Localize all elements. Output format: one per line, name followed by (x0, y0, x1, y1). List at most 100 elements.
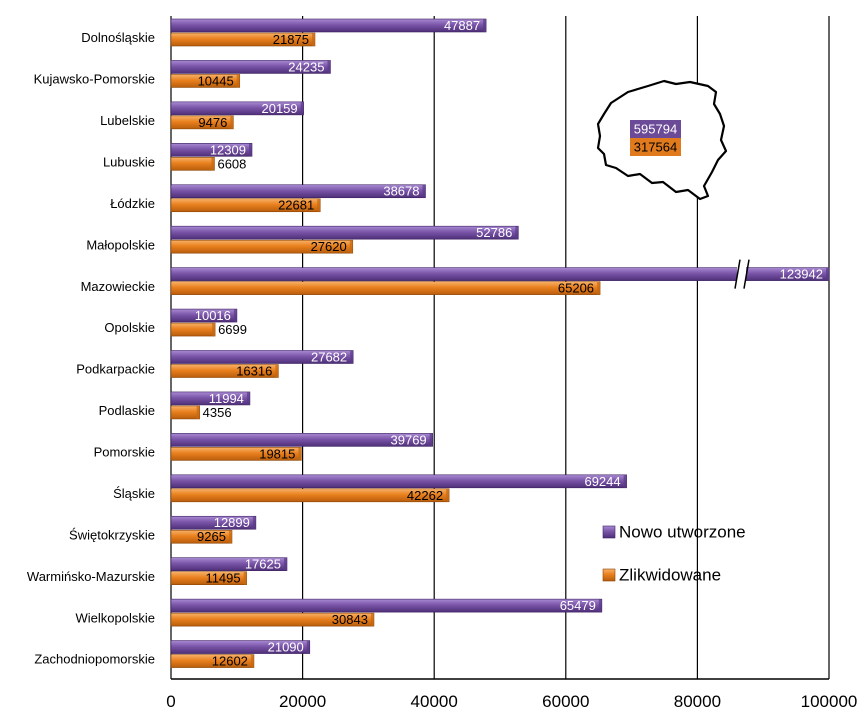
bar-cap (243, 571, 247, 585)
data-label-nowo-utworzone-lodzkie: 38678 (383, 184, 419, 199)
bar-cap (311, 33, 315, 46)
category-label-zachodniopomorskie: Zachodniopomorskie (34, 652, 155, 667)
bar-cap (196, 405, 200, 419)
map-total-zlikwidowane: 317564 (634, 139, 677, 154)
category-label-lubelskie: Lubelskie (100, 113, 155, 128)
x-tick-label: 0 (166, 692, 175, 711)
bar-cap (211, 157, 215, 171)
data-label-zlikwidowane-malopolskie: 27620 (311, 239, 347, 254)
category-label-mazowieckie: Mazowieckie (81, 279, 155, 294)
data-label-zlikwidowane-wielkopolskie: 30843 (332, 612, 368, 627)
bar-cap (248, 143, 252, 157)
bar-cap (370, 613, 374, 627)
bar-cap (429, 433, 433, 447)
legend-label-nowo-utworzone: Nowo utworzone (619, 522, 746, 541)
data-label-nowo-utworzone-lubelskie: 20159 (261, 101, 297, 116)
bar-cap (826, 267, 829, 281)
data-label-zlikwidowane-podkarpackie: 16316 (236, 363, 272, 378)
x-tick-label: 40000 (411, 692, 458, 711)
category-label-warminsko-mazurskie: Warmińsko-Mazurskie (27, 569, 155, 584)
bar-cap (230, 115, 234, 129)
category-label-malopolskie: Małopolskie (86, 237, 155, 252)
data-label-nowo-utworzone-pomorskie: 39769 (391, 432, 427, 447)
bar-cap (233, 309, 237, 323)
bar-cap (350, 350, 354, 364)
axis-break-mark (734, 259, 741, 289)
data-label-zlikwidowane-lubuskie: 6608 (217, 156, 246, 171)
data-label-nowo-utworzone-kujawsko-pomorskie: 24235 (288, 59, 324, 74)
bar-cap (597, 281, 601, 295)
data-label-nowo-utworzone-wielkopolskie: 65479 (560, 598, 596, 613)
bar-cap (306, 640, 310, 654)
data-label-nowo-utworzone-lubuskie: 12309 (210, 142, 246, 157)
data-label-zlikwidowane-warminsko-mazurskie: 11495 (205, 571, 240, 586)
data-label-zlikwidowane-lodzkie: 22681 (278, 198, 314, 213)
axis-break-mark (743, 259, 750, 289)
map-total-nowo-utworzone: 595794 (634, 121, 677, 136)
category-label-slaskie: Śląskie (113, 486, 155, 501)
bar-nowo-utworzone-mazowieckie (170, 267, 830, 281)
x-tick-label: 20000 (279, 692, 326, 711)
data-label-nowo-utworzone-podlaskie: 11994 (209, 391, 244, 406)
bar-zlikwidowane-mazowieckie (170, 281, 601, 295)
data-label-zlikwidowane-slaskie: 42262 (407, 488, 443, 503)
data-label-nowo-utworzone-mazowieckie: 123942 (780, 267, 823, 282)
x-tick-label: 80000 (674, 692, 721, 711)
data-label-zlikwidowane-kujawsko-pomorskie: 10445 (198, 73, 234, 88)
bar-zlikwidowane-opolskie (170, 322, 216, 337)
legend-swatch-zlikwidowane (602, 568, 616, 582)
bar-cap (623, 474, 627, 488)
bar-cap (250, 654, 254, 668)
category-label-opolskie: Opolskie (104, 320, 155, 335)
data-label-nowo-utworzone-dolnoslaskie: 47887 (444, 18, 480, 33)
bar-zlikwidowane-wielkopolskie (170, 612, 375, 627)
data-label-zlikwidowane-opolskie: 6699 (218, 322, 247, 337)
bar-cap (483, 19, 487, 32)
category-label-podkarpackie: Podkarpackie (76, 362, 155, 377)
data-label-nowo-utworzone-zachodniopomorskie: 21090 (268, 640, 304, 655)
bar-nowo-utworzone-wielkopolskie (170, 598, 603, 613)
category-label-wielkopolskie: Wielkopolskie (76, 610, 155, 625)
data-label-zlikwidowane-swietokrzyskie: 9265 (197, 529, 226, 544)
bar-cap (422, 184, 426, 198)
map-total-nowo-bg (630, 120, 681, 138)
data-label-zlikwidowane-mazowieckie: 65206 (558, 281, 594, 296)
bar-cap (246, 391, 250, 405)
legend-swatch-nowo-utworzone (602, 525, 616, 539)
bar-cap (236, 74, 240, 88)
axis-break-gap (737, 265, 746, 282)
bar-nowo-utworzone-zachodniopomorskie (170, 640, 311, 654)
legend-label-zlikwidowane: Zlikwidowane (619, 565, 721, 584)
data-label-nowo-utworzone-swietokrzyskie: 12899 (214, 515, 250, 530)
data-label-nowo-utworzone-opolskie: 10016 (195, 308, 231, 323)
data-label-zlikwidowane-lubelskie: 9476 (198, 115, 227, 130)
bar-cap (252, 516, 256, 530)
category-label-kujawsko-pomorskie: Kujawsko-Pomorskie (34, 72, 155, 87)
data-label-nowo-utworzone-podkarpackie: 27682 (311, 349, 347, 364)
bar-cap (327, 60, 331, 74)
bar-nowo-utworzone-dolnoslaskie (170, 18, 487, 33)
category-label-pomorskie: Pomorskie (94, 445, 155, 460)
category-label-podlaskie: Podlaskie (99, 403, 155, 418)
bar-cap (349, 240, 353, 254)
bar-cap (598, 599, 602, 613)
data-label-zlikwidowane-dolnoslaskie: 21875 (273, 32, 309, 47)
bar-cap (317, 198, 321, 212)
bar-nowo-utworzone-lubelskie (170, 101, 304, 116)
data-label-zlikwidowane-podlaskie: 4356 (203, 405, 232, 420)
map-total-zlikwidowane-bg (630, 138, 681, 156)
bar-cap (275, 364, 279, 378)
data-label-zlikwidowane-pomorskie: 19815 (259, 446, 295, 461)
category-label-swietokrzyskie: Świętokrzyskie (69, 527, 155, 542)
bar-nowo-utworzone-malopolskie (170, 225, 519, 240)
category-label-lubuskie: Lubuskie (103, 154, 155, 169)
bar-nowo-utworzone-slaskie (170, 474, 627, 489)
bar-cap (228, 530, 232, 544)
bar-cap (298, 447, 302, 461)
bar-cap (283, 557, 287, 571)
category-label-lodzkie: Łódzkie (110, 196, 155, 211)
bar-cap (212, 323, 216, 337)
data-label-nowo-utworzone-warminsko-mazurskie: 17625 (245, 557, 281, 572)
